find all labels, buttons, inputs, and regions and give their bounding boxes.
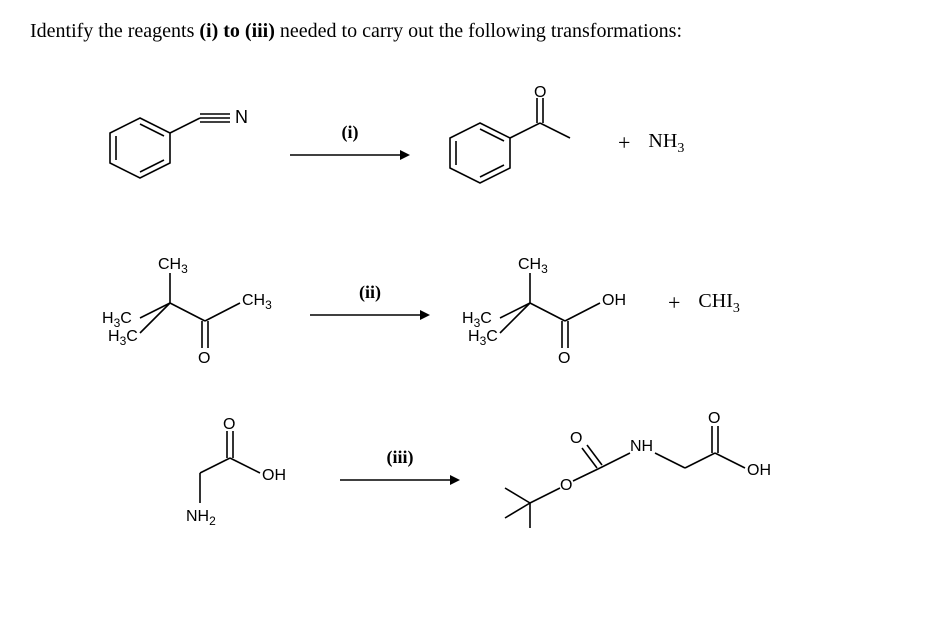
reaction-i: N (i): [90, 73, 861, 213]
svg-text:O: O: [223, 416, 235, 433]
boc-glycine-structure: O O NH O OH: [480, 393, 780, 543]
svg-text:O: O: [560, 477, 572, 494]
svg-text:H3C: H3C: [102, 310, 132, 330]
reaction-iii: O OH NH2 (iii): [90, 393, 861, 543]
arrow-i: (i): [290, 122, 410, 165]
svg-text:OH: OH: [602, 292, 626, 309]
acetophenone-structure: O: [430, 83, 600, 203]
arrow-iii: (iii): [340, 447, 460, 490]
arrow-ii-svg: [310, 305, 430, 325]
svg-text:O: O: [558, 350, 570, 367]
question-prompt: Identify the reagents (i) to (iii) neede…: [30, 20, 921, 43]
svg-text:O: O: [534, 84, 546, 101]
benzonitrile-structure: N: [90, 88, 270, 198]
svg-text:NH: NH: [630, 438, 653, 455]
arrow-ii-label: (ii): [359, 282, 381, 303]
svg-text:NH2: NH2: [186, 508, 216, 528]
svg-text:H3C: H3C: [108, 328, 138, 348]
plus-ii: +: [668, 290, 680, 316]
svg-text:H3C: H3C: [468, 328, 498, 348]
arrow-i-label: (i): [342, 122, 359, 143]
glycine-structure: O OH NH2: [150, 403, 320, 533]
reactions-container: N (i): [30, 73, 921, 543]
nh3-sub: 3: [677, 141, 684, 156]
svg-text:OH: OH: [747, 462, 771, 479]
svg-text:O: O: [570, 430, 582, 447]
nh3-formula: NH3: [648, 130, 684, 157]
pinacolone-structure: CH3 H3C H3C CH3 O: [90, 233, 290, 373]
arrow-iii-label: (iii): [387, 447, 414, 468]
pivalic-acid-structure: CH3 H3C H3C OH O: [450, 233, 650, 373]
svg-text:O: O: [198, 350, 210, 367]
prompt-bold: (i) to (iii): [199, 20, 275, 42]
chi3-formula: CHI3: [698, 290, 739, 317]
prompt-post: needed to carry out the following transf…: [275, 20, 682, 42]
svg-text:CH3: CH3: [518, 256, 548, 276]
svg-text:OH: OH: [262, 467, 286, 484]
svg-text:CH3: CH3: [158, 256, 188, 276]
nh3-text: NH: [648, 130, 677, 152]
reaction-ii: CH3 H3C H3C CH3 O (ii): [90, 233, 861, 373]
arrow-i-svg: [290, 145, 410, 165]
arrow-ii: (ii): [310, 282, 430, 325]
svg-text:N: N: [235, 107, 248, 127]
svg-text:H3C: H3C: [462, 310, 492, 330]
chi3-sub: 3: [733, 301, 740, 316]
arrow-iii-svg: [340, 470, 460, 490]
chi3-text: CHI: [698, 290, 732, 312]
plus-i: +: [618, 130, 630, 156]
svg-text:CH3: CH3: [242, 292, 272, 312]
svg-text:O: O: [708, 410, 720, 427]
prompt-pre: Identify the reagents: [30, 20, 199, 42]
